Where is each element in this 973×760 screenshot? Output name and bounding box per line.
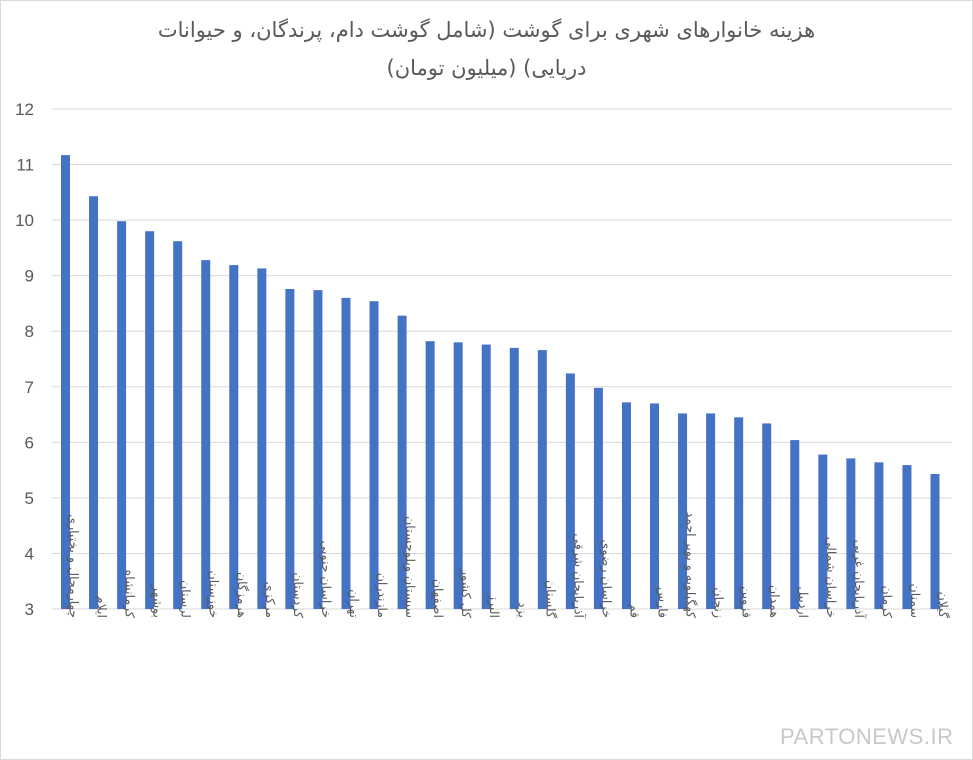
x-tick-label: آذربایجان شرقی [570, 533, 586, 618]
x-tick-label: قزوین [739, 586, 755, 618]
bar [341, 297, 351, 609]
x-tick-label: گلستان [543, 580, 558, 618]
bar [425, 341, 435, 609]
bar [818, 454, 828, 609]
bar [902, 465, 912, 609]
bar [706, 413, 716, 609]
x-tick-label: چهارمحال و بختیاری [66, 514, 82, 618]
y-tick-label: 9 [25, 267, 34, 286]
y-tick-label: 10 [15, 211, 34, 230]
y-tick-label: 12 [15, 100, 34, 119]
chart-title-line-2: دریایی) (میلیون تومان) [386, 56, 587, 80]
bar [930, 474, 940, 609]
x-tick-label: اردبیل [795, 586, 811, 618]
bar [201, 260, 211, 609]
x-tick-label: کهگیلویه و بویر احمد [683, 512, 699, 618]
x-tick-label: کل کشور [458, 568, 474, 618]
bar [285, 289, 295, 609]
bar [173, 241, 183, 609]
bar [397, 315, 407, 609]
x-tick-label: کرمان [879, 585, 895, 618]
bar [874, 462, 884, 609]
bar [313, 290, 323, 609]
x-tick-label: سمنان [908, 584, 923, 618]
bar [734, 417, 744, 609]
bar [565, 373, 575, 609]
bar [509, 347, 519, 609]
y-tick-label: 5 [25, 489, 34, 508]
bar [678, 413, 688, 609]
x-tick-label: کرمانشاه [122, 570, 138, 618]
y-tick-label: 11 [16, 156, 34, 175]
bar [790, 440, 800, 609]
x-tick-label: خراسان شمالی [823, 537, 839, 618]
bar [537, 350, 547, 609]
x-tick-label: مازندران [374, 573, 390, 618]
x-tick-label: یزد [514, 602, 530, 618]
y-tick-label: 8 [25, 322, 34, 341]
y-axis-ticks: 3 4 5 6 7 8 9 10 11 12 [15, 100, 34, 619]
bar [257, 268, 267, 609]
bar [117, 221, 127, 609]
bar [89, 196, 99, 609]
x-tick-label: خوزستان [206, 571, 222, 618]
x-tick-label: آذربایجان غربی [851, 540, 867, 619]
gridlines [52, 108, 952, 610]
y-tick-label: 6 [25, 433, 34, 452]
bar [762, 423, 772, 609]
x-tick-label: فارس [655, 587, 671, 618]
x-tick-label: کردستان [290, 572, 306, 618]
x-tick-label: گیلان [936, 592, 951, 618]
bar [650, 403, 660, 609]
bar [61, 155, 70, 610]
bar [369, 301, 379, 609]
x-tick-label: ایلام [95, 596, 110, 618]
bar [145, 231, 155, 609]
y-tick-label: 4 [25, 544, 34, 563]
x-tick-label: بوشهر [150, 584, 166, 618]
x-tick-label: لرستان [178, 580, 194, 618]
bar [453, 342, 463, 609]
x-tick-label: هرمزگان [234, 572, 250, 618]
x-tick-label: البرز [486, 593, 502, 618]
bars [61, 155, 940, 610]
y-tick-label: 7 [25, 378, 34, 397]
x-tick-label: زنجان [711, 587, 727, 618]
bar [229, 265, 239, 609]
x-axis-ticks: چهارمحال و بختیاری ایلام کرمانشاه بوشهر لرست… [66, 512, 952, 619]
x-tick-label: سیستان وبلوچستان [402, 516, 418, 618]
x-tick-label: خراسان رضوی [598, 540, 614, 618]
x-tick-label: خراسان جنوبی [318, 541, 334, 618]
x-tick-label: قم [626, 604, 642, 618]
bar [593, 387, 603, 609]
x-tick-label: همدان [768, 585, 783, 618]
x-tick-label: مرکزی [262, 582, 278, 618]
bar [846, 458, 856, 609]
x-tick-label: تهران [346, 589, 362, 618]
y-tick-label: 3 [25, 600, 34, 619]
x-tick-label: اصفهان [430, 579, 446, 618]
bar [481, 344, 491, 609]
bar [621, 402, 631, 609]
chart-title-line-1: هزینه خانوارهای شهری برای گوشت (شامل گوش… [157, 18, 816, 42]
watermark-text: PARTONEWS.IR [780, 724, 954, 749]
